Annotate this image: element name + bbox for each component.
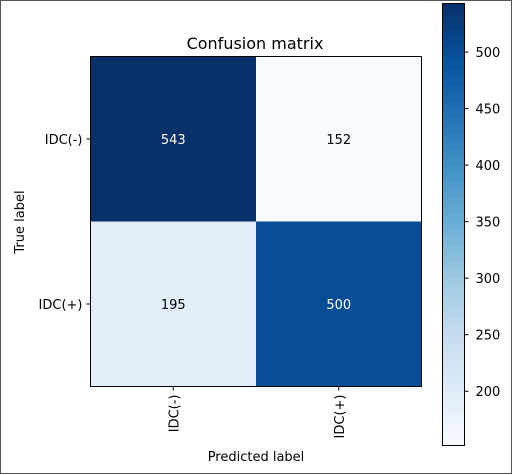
- colorbar-tick-label: 400: [476, 159, 501, 174]
- y-tick-label: IDC(+): [39, 298, 83, 313]
- y-axis-label: True label: [13, 190, 28, 254]
- heatmap-cell: [90, 56, 256, 222]
- chart-title: Confusion matrix: [187, 34, 324, 53]
- heatmap-cell: [256, 221, 422, 387]
- plot-frame: [90, 56, 422, 387]
- colorbar-tick-label: 500: [476, 46, 501, 61]
- x-tick-label: IDC(+): [333, 395, 348, 439]
- x-tick-label: IDC(-): [167, 395, 182, 433]
- colorbar-tick-label: 250: [476, 329, 501, 344]
- colorbar-ticks: 200 250 300 350 400 450 500: [464, 46, 501, 400]
- colorbar: [442, 3, 465, 446]
- colorbar-tick-label: 450: [476, 103, 501, 118]
- colorbar-tick-label: 200: [476, 385, 501, 400]
- cell-value-label: 543: [161, 133, 186, 148]
- cell-value-label: 500: [326, 298, 351, 313]
- x-axis-label: Predicted label: [208, 450, 305, 465]
- cell-value-label: 195: [161, 298, 186, 313]
- y-axis-ticks: IDC(-) IDC(+): [39, 133, 91, 313]
- y-tick-label: IDC(-): [45, 133, 83, 148]
- heatmap-cell-labels: 543 152 195 500: [161, 133, 351, 313]
- colorbar-tick-label: 300: [476, 272, 501, 287]
- heatmap-cell: [256, 56, 422, 222]
- x-axis-ticks: IDC(-) IDC(+): [167, 386, 348, 439]
- colorbar-tick-label: 350: [476, 216, 501, 231]
- heatmap-cell: [90, 221, 256, 387]
- heatmap-cells: [90, 56, 422, 387]
- cell-value-label: 152: [326, 133, 351, 148]
